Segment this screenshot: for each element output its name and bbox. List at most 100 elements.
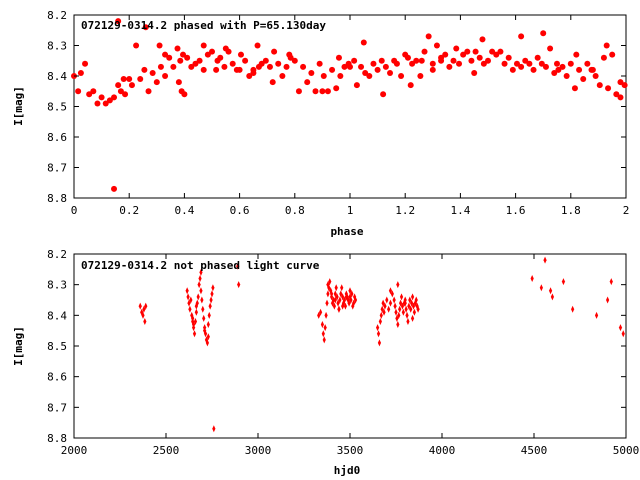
data-point [166, 54, 173, 61]
data-point [613, 91, 620, 98]
data-point [94, 100, 101, 107]
data-point [266, 63, 273, 70]
data-point [275, 60, 282, 67]
data-point [326, 290, 330, 298]
data-point [162, 73, 169, 79]
data-point [360, 39, 367, 46]
data-point [388, 287, 393, 295]
data-point [617, 79, 624, 86]
y-tick-label: 8.3 [47, 279, 67, 292]
data-point [349, 296, 353, 304]
data-point [589, 66, 596, 73]
data-point [206, 321, 210, 329]
data-point [561, 278, 566, 286]
axis-ticks-group: 2000 2500 3000 3500 4000 4500 5000 8.2 8.3 8.4 8.5… [47, 248, 639, 457]
data-point [295, 88, 302, 95]
data-point [554, 60, 560, 67]
data-point [330, 299, 335, 307]
data-point [304, 79, 311, 86]
data-point [353, 293, 357, 301]
data-point [192, 321, 196, 329]
data-point [117, 88, 124, 95]
data-point [425, 33, 432, 40]
data-point [236, 262, 240, 270]
data-point [476, 54, 483, 61]
x-tick-label: 1 [347, 204, 354, 217]
data-point [374, 66, 381, 73]
data-point [547, 45, 554, 52]
data-point [333, 296, 337, 304]
data-point [550, 293, 554, 301]
data-point [387, 305, 391, 313]
data-point [418, 57, 425, 64]
y-tick-label: 8.8 [47, 192, 67, 205]
data-point [392, 296, 396, 304]
data-point [142, 305, 146, 313]
data-point [199, 287, 203, 295]
data-point [438, 57, 445, 64]
x-tick-label: 4500 [521, 444, 548, 457]
data-point [341, 293, 345, 301]
data-point [408, 296, 412, 304]
data-point [300, 63, 307, 70]
data-point [336, 299, 340, 307]
y-axis-title: I[mag] [12, 326, 25, 366]
data-point [429, 60, 436, 67]
data-point [388, 299, 393, 307]
data-point [203, 327, 207, 335]
data-point [178, 88, 185, 95]
data-point [555, 66, 562, 73]
data-point [551, 69, 558, 76]
data-point [207, 311, 211, 319]
data-point [149, 69, 156, 76]
data-point [201, 305, 205, 313]
x-tick-label: 5000 [613, 444, 640, 457]
data-point [212, 425, 216, 433]
data-point [222, 45, 229, 52]
data-point [493, 51, 500, 58]
x-tick-label: 0 [71, 204, 78, 217]
data-point [385, 296, 389, 304]
data-point [111, 185, 118, 192]
x-tick-label: 1.2 [395, 204, 415, 217]
data-point [250, 69, 257, 76]
data-point [142, 24, 149, 31]
data-point [126, 76, 133, 83]
data-point [255, 63, 262, 70]
data-point [513, 60, 520, 67]
data-point [411, 302, 416, 310]
data-point [194, 302, 198, 310]
data-point [237, 281, 241, 289]
data-point [86, 91, 93, 98]
data-point [185, 287, 189, 295]
data-point [338, 296, 342, 304]
data-point [348, 287, 352, 295]
data-point [318, 308, 323, 316]
x-tick-label: 0.6 [230, 204, 250, 217]
data-point [410, 314, 415, 322]
data-point [485, 57, 491, 64]
chart-title: 072129-0314.2 not phased light curve [81, 259, 320, 272]
data-point [191, 314, 195, 322]
data-point [382, 63, 389, 70]
x-tick-label: 0.8 [285, 204, 305, 217]
data-point [334, 284, 338, 292]
data-point [407, 82, 414, 89]
data-point [592, 73, 599, 79]
x-tick-label: 2500 [153, 444, 180, 457]
data-point [390, 290, 394, 298]
data-point [489, 48, 496, 55]
data-point [186, 293, 190, 301]
x-tick-label: 1.8 [561, 204, 581, 217]
x-axis-title: phase [330, 225, 363, 238]
data-point [316, 60, 323, 67]
data-point [209, 48, 215, 55]
data-point [594, 311, 599, 319]
data-point [254, 42, 261, 49]
data-point [378, 57, 385, 64]
data-point [174, 45, 181, 52]
data-point [321, 330, 325, 338]
data-point [567, 60, 574, 67]
data-point [111, 94, 118, 101]
